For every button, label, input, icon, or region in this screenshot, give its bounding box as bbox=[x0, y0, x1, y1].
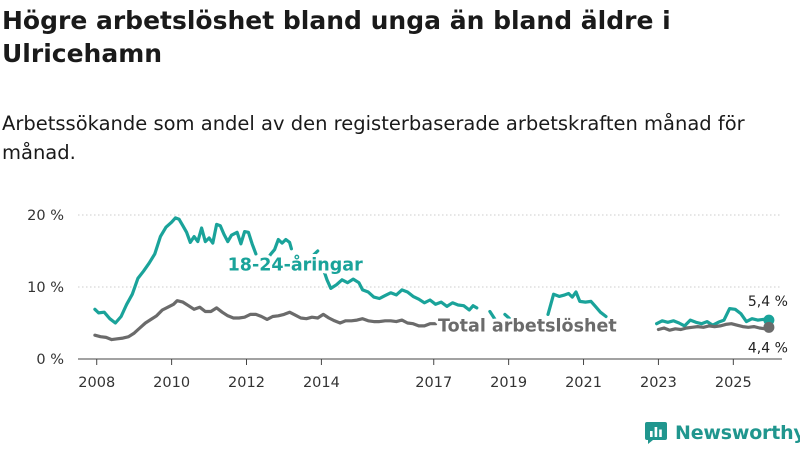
series-line-total bbox=[656, 322, 771, 332]
y-tick-label: 20 % bbox=[27, 208, 64, 224]
x-tick-label: 2019 bbox=[490, 375, 527, 391]
y-tick-label: 0 % bbox=[36, 352, 64, 368]
series-label-total-halo: Total arbetslöshet bbox=[438, 317, 617, 337]
x-tick-label: 2023 bbox=[640, 375, 677, 391]
chart-title: Högre arbetslöshet bland unga än bland ä… bbox=[2, 6, 671, 68]
end-point-total bbox=[763, 321, 775, 333]
x-tick-label: 2012 bbox=[228, 375, 265, 391]
series-line-youth bbox=[546, 290, 608, 319]
chart-subtitle: Arbetssökande som andel av den registerb… bbox=[2, 112, 745, 164]
end-label-total: 4,4 % bbox=[748, 340, 788, 356]
x-tick-label: 2025 bbox=[715, 375, 752, 391]
x-tick-label: 2021 bbox=[565, 375, 602, 391]
x-tick-label: 2008 bbox=[78, 375, 115, 391]
newsworthy-logo: Newsworthy bbox=[644, 420, 800, 446]
series-label-youth-halo: 18-24-åringar bbox=[228, 253, 363, 275]
x-tick-label: 2010 bbox=[153, 375, 190, 391]
newsworthy-logo-icon bbox=[645, 422, 667, 444]
newsworthy-brand: Newsworthy bbox=[675, 422, 800, 444]
series-line-youth bbox=[265, 237, 293, 262]
x-tick-label: 2014 bbox=[303, 375, 340, 391]
series-label-youth: 18-24-åringar bbox=[228, 253, 363, 275]
series-line-youth bbox=[93, 216, 258, 325]
series-line-youth bbox=[655, 307, 771, 328]
y-tick-label: 10 % bbox=[27, 280, 64, 296]
series-line-youth bbox=[321, 267, 479, 312]
series-line-youth bbox=[312, 249, 320, 257]
end-label-youth: 5,4 % bbox=[748, 294, 788, 310]
x-tick-label: 2017 bbox=[415, 375, 452, 391]
series-line-youth bbox=[488, 309, 498, 322]
series-label-total: Total arbetslöshet bbox=[438, 317, 617, 337]
series-line-youth bbox=[503, 312, 513, 321]
series-line-total bbox=[93, 299, 438, 342]
